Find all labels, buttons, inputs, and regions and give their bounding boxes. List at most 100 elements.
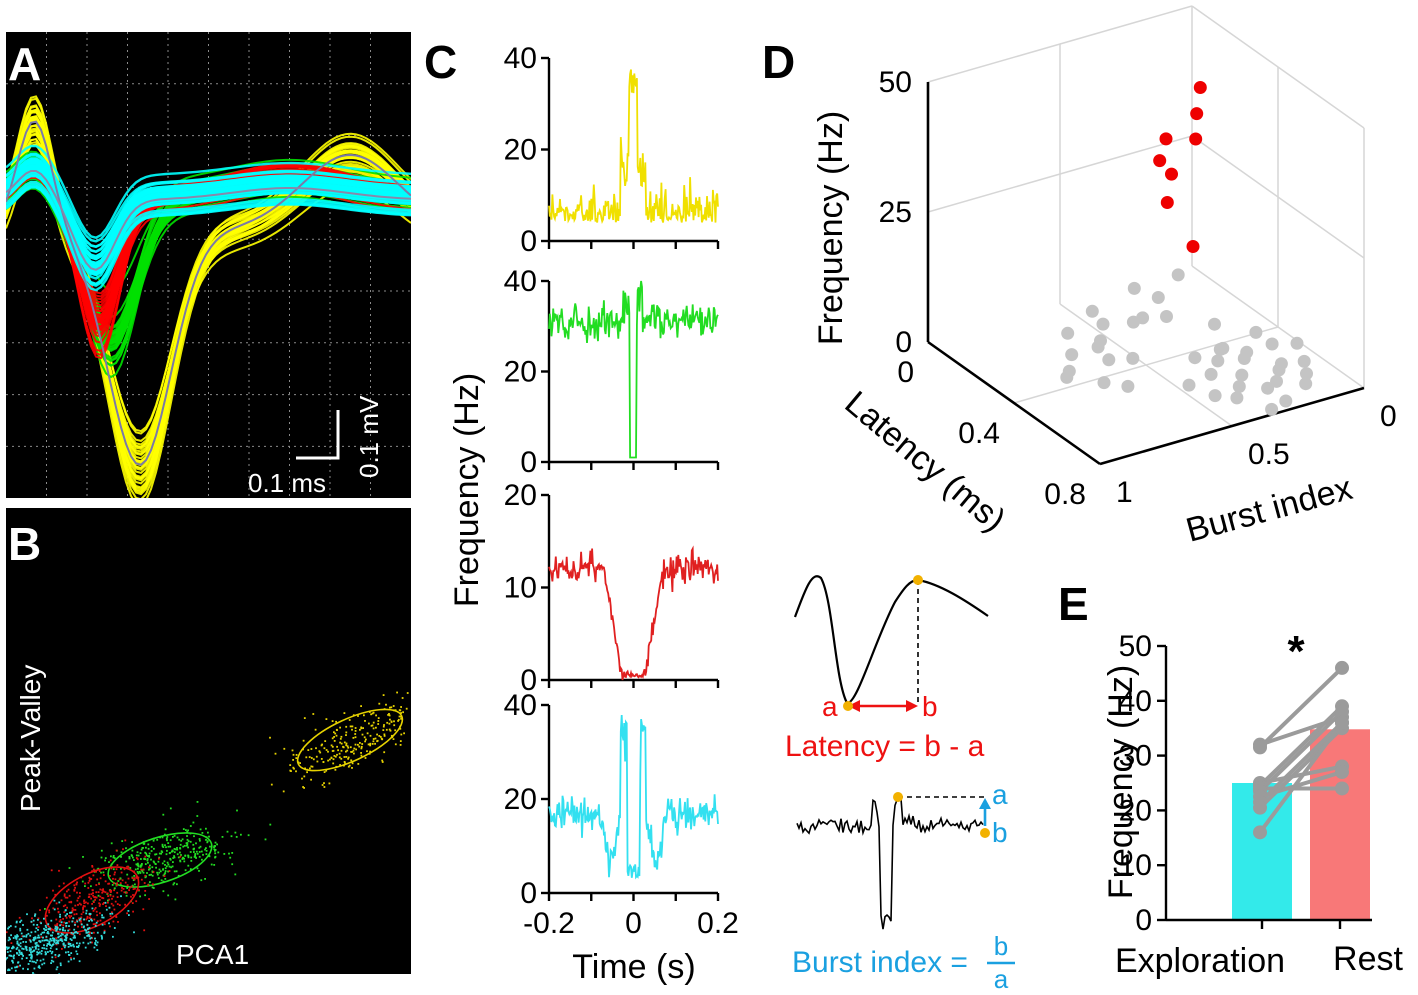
c-yellow-y-tick-label: 40 xyxy=(504,42,537,75)
red-cluster-point xyxy=(94,907,97,909)
green-cluster-point xyxy=(176,883,178,886)
green-cluster-point xyxy=(198,838,201,840)
yellow-cluster-point xyxy=(360,754,363,757)
d-gray-point xyxy=(1300,367,1313,381)
yellow-cluster-point xyxy=(316,760,319,763)
green-cluster-point xyxy=(146,859,149,862)
green-cluster-point xyxy=(143,858,146,860)
cyan-cluster-point xyxy=(18,938,21,941)
red-cluster-point xyxy=(128,886,131,889)
e-bar-rest xyxy=(1310,729,1370,920)
red-cluster-point xyxy=(116,884,118,886)
green-cluster-point xyxy=(148,874,151,876)
yellow-cluster-point xyxy=(335,720,337,723)
red-cluster-point xyxy=(48,909,50,912)
yellow-cluster-point xyxy=(312,713,315,715)
red-cluster-point xyxy=(81,926,83,928)
d-burst-axis xyxy=(1099,386,1365,466)
red-cluster-point xyxy=(87,902,89,905)
green-cluster-point xyxy=(144,894,146,897)
yellow-cluster-point xyxy=(320,758,323,760)
cyan-cluster-point xyxy=(2,942,4,944)
c-green-y-tick-label: 40 xyxy=(504,265,537,298)
d-gray-point xyxy=(1151,291,1165,304)
cyan-cluster-point xyxy=(30,948,32,951)
d-red-point xyxy=(1186,240,1200,253)
green-cluster-point xyxy=(182,856,184,859)
red-cluster-point xyxy=(92,874,95,877)
cyan-cluster-point xyxy=(17,935,19,938)
yellow-cluster-point xyxy=(381,738,384,741)
green-cluster-point xyxy=(137,872,140,875)
yellow-cluster-point xyxy=(359,742,361,744)
green-cluster-point xyxy=(234,873,237,876)
red-cluster-point xyxy=(76,881,78,884)
red-cluster-point xyxy=(78,902,81,905)
cyan-cluster-point xyxy=(68,954,71,956)
panel-a-letter: A xyxy=(8,38,41,90)
mean-waveform-cyan xyxy=(6,170,411,271)
yellow-cluster-point xyxy=(349,746,352,749)
red-cluster-point xyxy=(97,891,100,893)
green-cluster-point xyxy=(234,831,237,834)
cyan-cluster-point xyxy=(50,952,53,955)
cyan-cluster-point xyxy=(46,939,49,942)
latency-formula: Latency = b - a xyxy=(785,730,985,763)
yellow-cluster-point xyxy=(394,743,397,746)
cyan-cluster-point xyxy=(38,951,41,954)
green-cluster-point xyxy=(151,874,154,877)
cyan-cluster-point xyxy=(19,964,21,967)
cyan-cluster-point xyxy=(61,940,64,943)
cyan-cluster-point xyxy=(101,914,103,917)
red-cluster-point xyxy=(98,905,101,907)
red-cluster-point xyxy=(119,882,122,884)
yellow-cluster-point xyxy=(336,753,338,756)
d-red-point xyxy=(1159,132,1173,146)
red-cluster-point xyxy=(62,924,65,927)
green-cluster-point xyxy=(200,879,203,882)
red-cluster-point xyxy=(168,870,171,872)
latency-waveform xyxy=(793,575,989,705)
cyan-cluster-point xyxy=(23,935,26,938)
yellow-cluster-ellipse xyxy=(296,708,404,772)
green-cluster-point xyxy=(165,865,168,868)
e-y-tick-label: 30 xyxy=(1119,740,1152,773)
green-cluster-point xyxy=(170,866,173,869)
green-cluster-point xyxy=(186,838,189,841)
yellow-cluster-point xyxy=(345,742,348,745)
red-cluster-point xyxy=(46,914,48,917)
yellow-cluster-point xyxy=(400,715,402,718)
yellow-cluster-point xyxy=(381,761,384,763)
yellow-cluster-point xyxy=(381,759,384,762)
red-cluster-point xyxy=(92,923,95,926)
green-cluster-point xyxy=(173,870,176,873)
red-cluster-point xyxy=(73,888,76,891)
cyan-cluster-point xyxy=(7,947,9,949)
green-cluster-point xyxy=(174,898,177,901)
red-cluster-point xyxy=(112,920,115,923)
cyan-cluster-point xyxy=(1,935,3,937)
cyan-cluster-point xyxy=(12,955,15,958)
cyan-cluster-point xyxy=(1,939,3,941)
red-cluster-point xyxy=(71,907,74,910)
red-cluster-point xyxy=(147,884,149,887)
cyan-cluster-point xyxy=(26,928,29,931)
cyan-cluster-point xyxy=(55,942,57,945)
green-cluster-point xyxy=(161,845,164,848)
yellow-cluster-point xyxy=(291,749,294,752)
cyan-cluster-point xyxy=(56,926,59,929)
yellow-cluster-point xyxy=(371,712,374,715)
cyan-cluster-point xyxy=(27,974,29,976)
yellow-cluster-point xyxy=(377,723,380,725)
yellow-cluster-point xyxy=(358,745,361,748)
green-cluster-point xyxy=(193,855,196,858)
cyan-cluster-point xyxy=(48,941,51,944)
cyan-cluster-point xyxy=(38,936,41,939)
panel-d-letter: D xyxy=(762,36,795,88)
green-cluster-point xyxy=(247,834,250,837)
cyan-cluster-point xyxy=(15,948,18,950)
red-cluster-point xyxy=(82,911,85,914)
cyan-cluster-point xyxy=(51,950,54,953)
red-cluster-point xyxy=(131,877,134,879)
cyan-cluster-point xyxy=(41,947,44,949)
